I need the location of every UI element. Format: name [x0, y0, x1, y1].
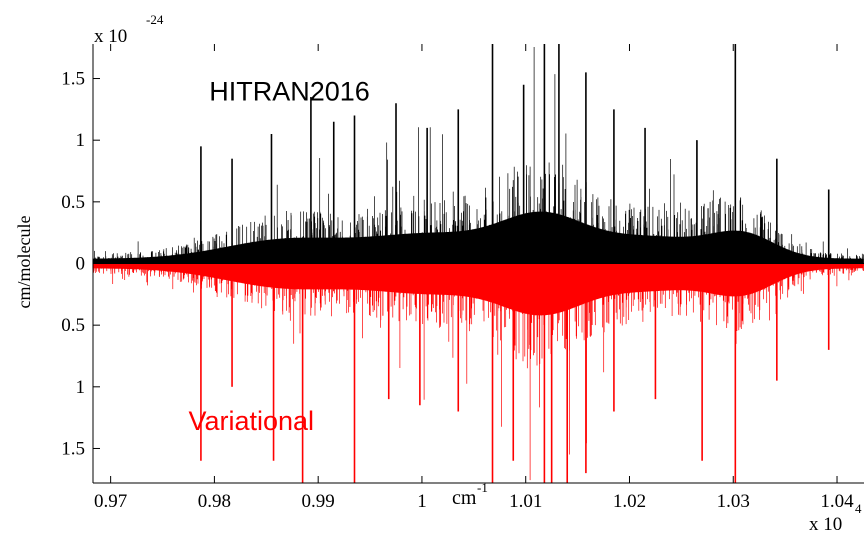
ticks-layer: 0.97 0.98 0.99 1 1.01 1.02 1.03 1.04 1.5 1 0.5 0 0.5… — [61, 44, 854, 512]
x-tick-label: 0.99 — [302, 491, 335, 512]
series-variational — [92, 263, 864, 483]
y-tick-label: 0.5 — [61, 315, 85, 336]
annotation-hitran2016: HITRAN2016 — [209, 77, 370, 107]
x-tick-label: 1.01 — [509, 491, 542, 512]
x-axis-multiplier: x 10 — [809, 514, 842, 535]
x-tick-label: 1 — [417, 491, 427, 512]
spectrum-core — [92, 263, 864, 316]
y-axis-multiplier: x 10 — [94, 26, 127, 47]
y-tick-label: 1.5 — [61, 69, 85, 90]
y-axis-multiplier-exponent: -24 — [146, 12, 164, 27]
x-axis-label-superscript: -1 — [477, 480, 488, 495]
y-tick-label: 1.5 — [61, 438, 85, 459]
x-tick-label: 1.03 — [717, 491, 750, 512]
spectrum-lines-layer — [92, 44, 864, 483]
y-tick-label: 0 — [76, 254, 86, 275]
x-tick-label: 0.97 — [94, 491, 127, 512]
x-axis-label: cm — [452, 487, 477, 509]
y-tick-label: 1 — [76, 377, 86, 398]
y-tick-label: 1 — [76, 130, 86, 151]
annotation-variational: Variational — [188, 406, 314, 436]
x-axis-multiplier-exponent: 4 — [855, 501, 862, 516]
series-hitran2016 — [92, 44, 864, 264]
x-tick-label: 1.02 — [613, 491, 646, 512]
x-tick-label: 0.98 — [198, 491, 231, 512]
y-axis-label: cm/molecule — [14, 216, 34, 309]
y-tick-label: 0.5 — [61, 192, 85, 213]
x-tick-label: 1.04 — [820, 491, 854, 512]
spectrum-core — [92, 211, 864, 264]
